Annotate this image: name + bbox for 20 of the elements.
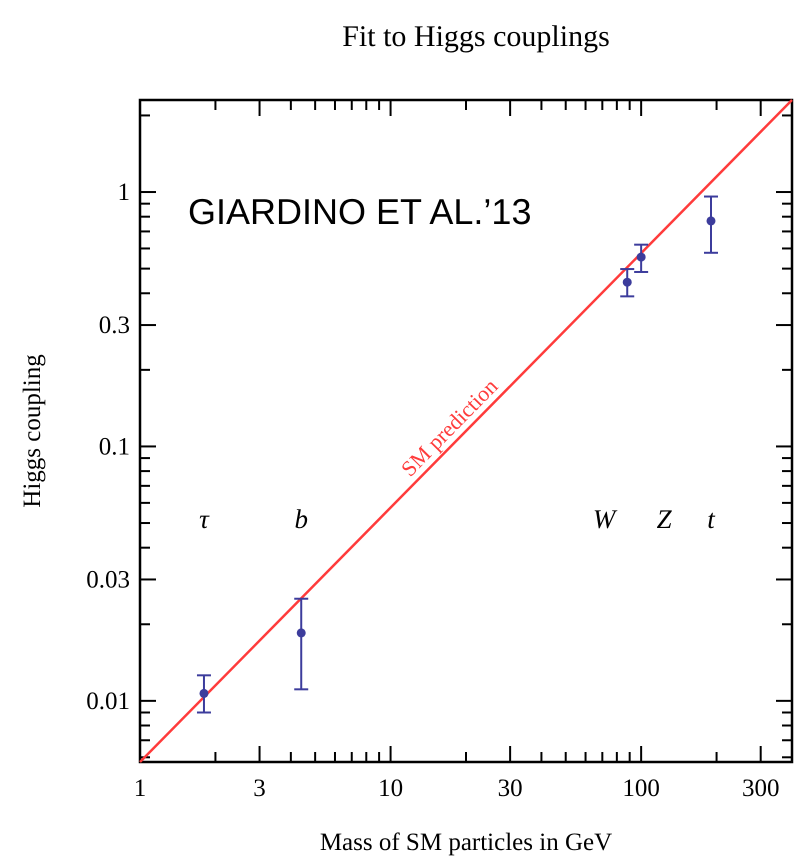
x-axis-title: Mass of SM particles in GeV (320, 829, 612, 856)
annotation: τ (199, 504, 210, 534)
y-tick-label: 0.01 (86, 688, 130, 715)
y-tick-label: 0.1 (98, 433, 130, 460)
x-tick-label: 300 (742, 775, 780, 802)
x-tick-label: 3 (253, 775, 266, 802)
x-tick-label: 10 (378, 775, 404, 802)
annotation: Z (656, 504, 673, 534)
y-tick-label: 0.3 (98, 312, 130, 340)
annotation: b (294, 504, 308, 534)
annotation: t (707, 504, 716, 534)
y-tick-label: 0.03 (86, 566, 130, 594)
x-tick-label: 30 (498, 775, 523, 802)
x-tick-label: 1 (134, 775, 146, 802)
annotation: GIARDINO ET AL.’13 (188, 191, 532, 232)
y-axis-title: Higgs coupling (19, 354, 46, 508)
chart-title: Fit to Higgs couplings (342, 20, 610, 53)
y-tick-label: 1 (118, 179, 130, 206)
x-tick-label: 100 (622, 775, 660, 802)
annotation: W (592, 504, 618, 534)
